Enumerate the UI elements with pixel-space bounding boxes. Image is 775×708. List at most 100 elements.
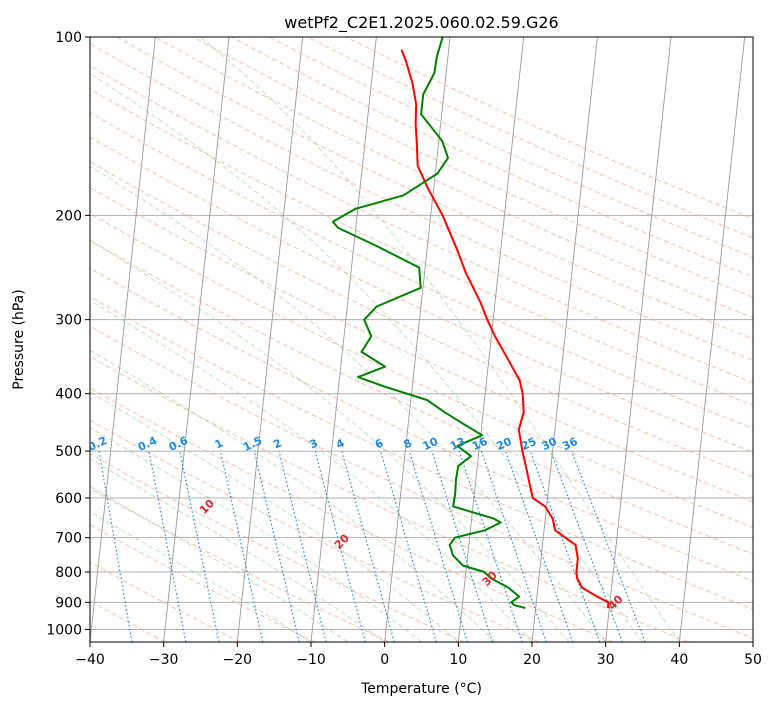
- dry-adiabat-label: 10: [197, 497, 217, 517]
- mixing-ratio-line: [314, 450, 366, 642]
- moist-adiabat: [90, 485, 349, 642]
- x-axis-label: Temperature (°C): [360, 681, 482, 697]
- chart-title: wetPf2_C2E1.2025.060.02.59.G26: [284, 13, 558, 33]
- dry-adiabat: [90, 488, 390, 642]
- mixing-ratio-label: 13: [448, 435, 467, 453]
- dry-adiabat: [90, 186, 753, 503]
- dry-adiabat: [154, 37, 753, 319]
- y-tick-label: 800: [55, 565, 82, 581]
- mixing-ratio-label: 10: [421, 435, 441, 453]
- isotherm-line: [752, 637, 753, 642]
- dry-adiabat-label: 0: [63, 459, 78, 474]
- plot-area: 0.10.20.40.611.52346810131620253036−100−…: [0, 37, 753, 642]
- x-tick-label: −40: [75, 652, 105, 668]
- temperature-profile-line: [400, 49, 610, 609]
- mixing-ratio-line: [148, 450, 187, 642]
- mixing-ratio-line: [458, 450, 523, 642]
- isotherm-line: [678, 37, 746, 642]
- dry-adiabat: [90, 561, 241, 642]
- moist-adiabat: [90, 239, 570, 642]
- y-tick-label: 300: [55, 313, 82, 329]
- y-tick-label: 200: [55, 208, 82, 224]
- moist-adiabat: [90, 349, 496, 642]
- x-tick-label: 50: [744, 652, 762, 668]
- mixing-ratio-label: 36: [560, 435, 580, 453]
- moist-adiabats: [90, 37, 680, 642]
- moist-adiabat: [90, 511, 312, 642]
- x-tick-label: 30: [597, 652, 615, 668]
- mixing-ratio-line: [341, 450, 395, 642]
- x-tick-label: 40: [670, 652, 688, 668]
- x-tick-label: −30: [149, 652, 179, 668]
- x-tick-label: −20: [223, 652, 253, 668]
- dry-adiabat: [90, 239, 753, 555]
- dry-adiabat: [192, 37, 753, 298]
- y-tick-label: 900: [55, 595, 82, 611]
- dry-adiabat: [90, 212, 753, 529]
- mixing-ratio-line: [431, 450, 493, 642]
- isotherm-line: [163, 37, 230, 642]
- moist-adiabat: [90, 72, 643, 642]
- y-tick-label: 700: [55, 531, 82, 547]
- isotherm-line: [457, 37, 525, 642]
- y-axis-ticks: 100 200 300 400 500 600 700 800 900 1000: [46, 30, 90, 638]
- mixing-ratio-label: 25: [519, 435, 538, 453]
- dry-adiabat: [116, 37, 753, 340]
- mixing-ratio-label: 8: [401, 436, 413, 451]
- sounding-profiles: [331, 37, 610, 609]
- moist-adiabat: [200, 37, 680, 642]
- y-tick-label: 600: [55, 491, 82, 507]
- isotherm-line: [310, 37, 377, 642]
- y-tick-label: 1000: [46, 622, 82, 638]
- line-labels: 0.10.20.40.611.52346810131620253036−100−…: [63, 434, 626, 613]
- x-tick-label: 20: [523, 652, 541, 668]
- mixing-ratio-line: [480, 450, 547, 642]
- mixing-ratio-label: 30: [540, 435, 560, 453]
- dry-adiabat: [90, 419, 539, 642]
- mixing-ratio-lines: [98, 450, 646, 642]
- isotherm-line: [236, 37, 304, 642]
- isotherm-line: [90, 37, 156, 642]
- moist-adiabat: [90, 427, 422, 642]
- x-tick-label: 10: [449, 652, 467, 668]
- mixing-ratio-line: [253, 450, 300, 642]
- dewpoint-profile-line: [331, 37, 526, 609]
- moist-adiabat: [90, 165, 607, 642]
- y-tick-label: 100: [55, 30, 82, 46]
- y-tick-label: 400: [55, 387, 82, 403]
- x-axis-ticks: −40 −30 −20 −10 0 10 20 30 40 50: [75, 642, 762, 668]
- dry-adiabat: [90, 43, 753, 362]
- mixing-ratio-label: 1: [213, 436, 225, 451]
- isotherm-line: [531, 37, 598, 642]
- dry-adiabat: [90, 296, 753, 610]
- mixing-ratio-label: 4: [334, 436, 347, 451]
- mixing-ratio-line: [278, 450, 327, 642]
- dry-adiabat: [90, 325, 753, 639]
- plot-frame: [89, 36, 754, 643]
- mixing-ratio-line: [380, 450, 437, 642]
- moist-adiabat: [90, 299, 533, 642]
- mixing-ratio-line: [219, 450, 264, 642]
- moist-adiabat: [90, 391, 459, 642]
- mixing-ratio-label: 2: [271, 436, 283, 451]
- dry-adiabat: [90, 161, 753, 478]
- mixing-ratio-line: [98, 451, 133, 642]
- dry-adiabat: [90, 88, 753, 406]
- dry-adiabat: [90, 65, 753, 384]
- dry-adiabats: [90, 37, 753, 642]
- mixing-ratio-line: [550, 450, 623, 642]
- isotherm-line: [605, 37, 672, 642]
- moist-adiabat: [90, 458, 385, 642]
- x-tick-label: 0: [380, 652, 389, 668]
- mixing-ratio-line: [529, 450, 601, 642]
- x-tick-label: −10: [296, 652, 326, 668]
- dry-adiabat: [90, 453, 465, 642]
- mixing-ratio-line: [408, 450, 469, 642]
- mixing-ratio-label: 16: [470, 435, 490, 453]
- mixing-ratio-line: [179, 450, 220, 642]
- pressure-gridlines: [90, 37, 753, 630]
- y-tick-label: 500: [55, 444, 82, 460]
- isotherm-line: [0, 37, 8, 642]
- dry-adiabat: [90, 387, 614, 642]
